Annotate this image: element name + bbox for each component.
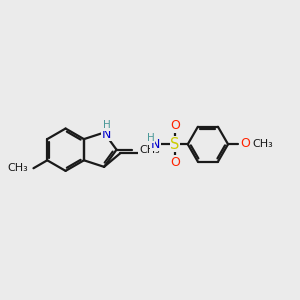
Text: S: S bbox=[170, 137, 180, 152]
Text: CH₃: CH₃ bbox=[8, 163, 28, 173]
Text: CH₃: CH₃ bbox=[139, 145, 160, 155]
Text: N: N bbox=[102, 128, 111, 140]
Text: O: O bbox=[170, 119, 180, 133]
Text: O: O bbox=[170, 156, 180, 169]
Text: O: O bbox=[240, 137, 250, 150]
Text: CH₃: CH₃ bbox=[252, 139, 273, 148]
Text: H: H bbox=[147, 133, 154, 143]
Text: N: N bbox=[151, 138, 160, 151]
Text: H: H bbox=[103, 120, 110, 130]
